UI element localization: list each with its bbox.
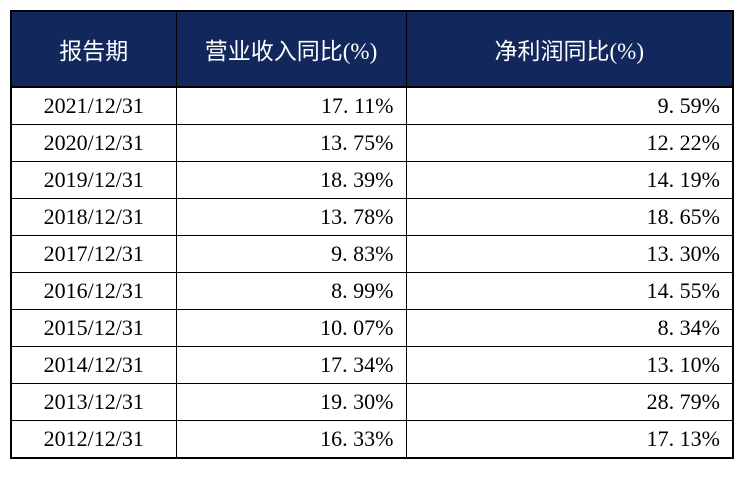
- table-header: 报告期 营业收入同比(%) 净利润同比(%): [10, 10, 734, 88]
- table-body: 2021/12/31 17. 11% 9. 59% 2020/12/31 13. 75%…: [10, 86, 734, 459]
- table-row: 2018/12/31 13. 78% 18. 65%: [10, 198, 734, 236]
- cell-report-period: 2014/12/31: [10, 346, 177, 384]
- cell-report-period: 2012/12/31: [10, 420, 177, 459]
- cell-revenue-yoy: 13. 78%: [175, 198, 407, 236]
- cell-revenue-yoy: 19. 30%: [175, 383, 407, 421]
- table-row: 2020/12/31 13. 75% 12. 22%: [10, 124, 734, 162]
- cell-revenue-yoy: 10. 07%: [175, 309, 407, 347]
- cell-report-period: 2019/12/31: [10, 161, 177, 199]
- table-row: 2016/12/31 8. 99% 14. 55%: [10, 272, 734, 310]
- table-row: 2013/12/31 19. 30% 28. 79%: [10, 383, 734, 421]
- cell-revenue-yoy: 13. 75%: [175, 124, 407, 162]
- cell-revenue-yoy: 17. 34%: [175, 346, 407, 384]
- cell-revenue-yoy: 9. 83%: [175, 235, 407, 273]
- table-row: 2014/12/31 17. 34% 13. 10%: [10, 346, 734, 384]
- cell-net-profit-yoy: 17. 13%: [405, 420, 734, 459]
- cell-net-profit-yoy: 28. 79%: [405, 383, 734, 421]
- cell-report-period: 2016/12/31: [10, 272, 177, 310]
- table-row: 2012/12/31 16. 33% 17. 13%: [10, 420, 734, 459]
- cell-revenue-yoy: 17. 11%: [175, 86, 407, 125]
- header-row: 报告期 营业收入同比(%) 净利润同比(%): [10, 10, 734, 88]
- cell-report-period: 2017/12/31: [10, 235, 177, 273]
- cell-net-profit-yoy: 9. 59%: [405, 86, 734, 125]
- cell-net-profit-yoy: 18. 65%: [405, 198, 734, 236]
- cell-net-profit-yoy: 13. 30%: [405, 235, 734, 273]
- table-row: 2017/12/31 9. 83% 13. 30%: [10, 235, 734, 273]
- cell-report-period: 2018/12/31: [10, 198, 177, 236]
- header-net-profit-yoy: 净利润同比(%): [405, 10, 734, 88]
- cell-revenue-yoy: 8. 99%: [175, 272, 407, 310]
- cell-report-period: 2013/12/31: [10, 383, 177, 421]
- header-report-period: 报告期: [10, 10, 177, 88]
- cell-net-profit-yoy: 12. 22%: [405, 124, 734, 162]
- header-revenue-yoy: 营业收入同比(%): [175, 10, 407, 88]
- financial-table-container: 报告期 营业收入同比(%) 净利润同比(%) 2021/12/31 17. 11%…: [10, 10, 734, 459]
- cell-net-profit-yoy: 14. 55%: [405, 272, 734, 310]
- cell-net-profit-yoy: 14. 19%: [405, 161, 734, 199]
- table-row: 2021/12/31 17. 11% 9. 59%: [10, 86, 734, 125]
- cell-revenue-yoy: 18. 39%: [175, 161, 407, 199]
- table-row: 2015/12/31 10. 07% 8. 34%: [10, 309, 734, 347]
- table-row: 2019/12/31 18. 39% 14. 19%: [10, 161, 734, 199]
- financial-yoy-table: 报告期 营业收入同比(%) 净利润同比(%) 2021/12/31 17. 11%…: [10, 10, 734, 459]
- cell-revenue-yoy: 16. 33%: [175, 420, 407, 459]
- cell-report-period: 2021/12/31: [10, 86, 177, 125]
- cell-net-profit-yoy: 8. 34%: [405, 309, 734, 347]
- cell-net-profit-yoy: 13. 10%: [405, 346, 734, 384]
- cell-report-period: 2015/12/31: [10, 309, 177, 347]
- cell-report-period: 2020/12/31: [10, 124, 177, 162]
